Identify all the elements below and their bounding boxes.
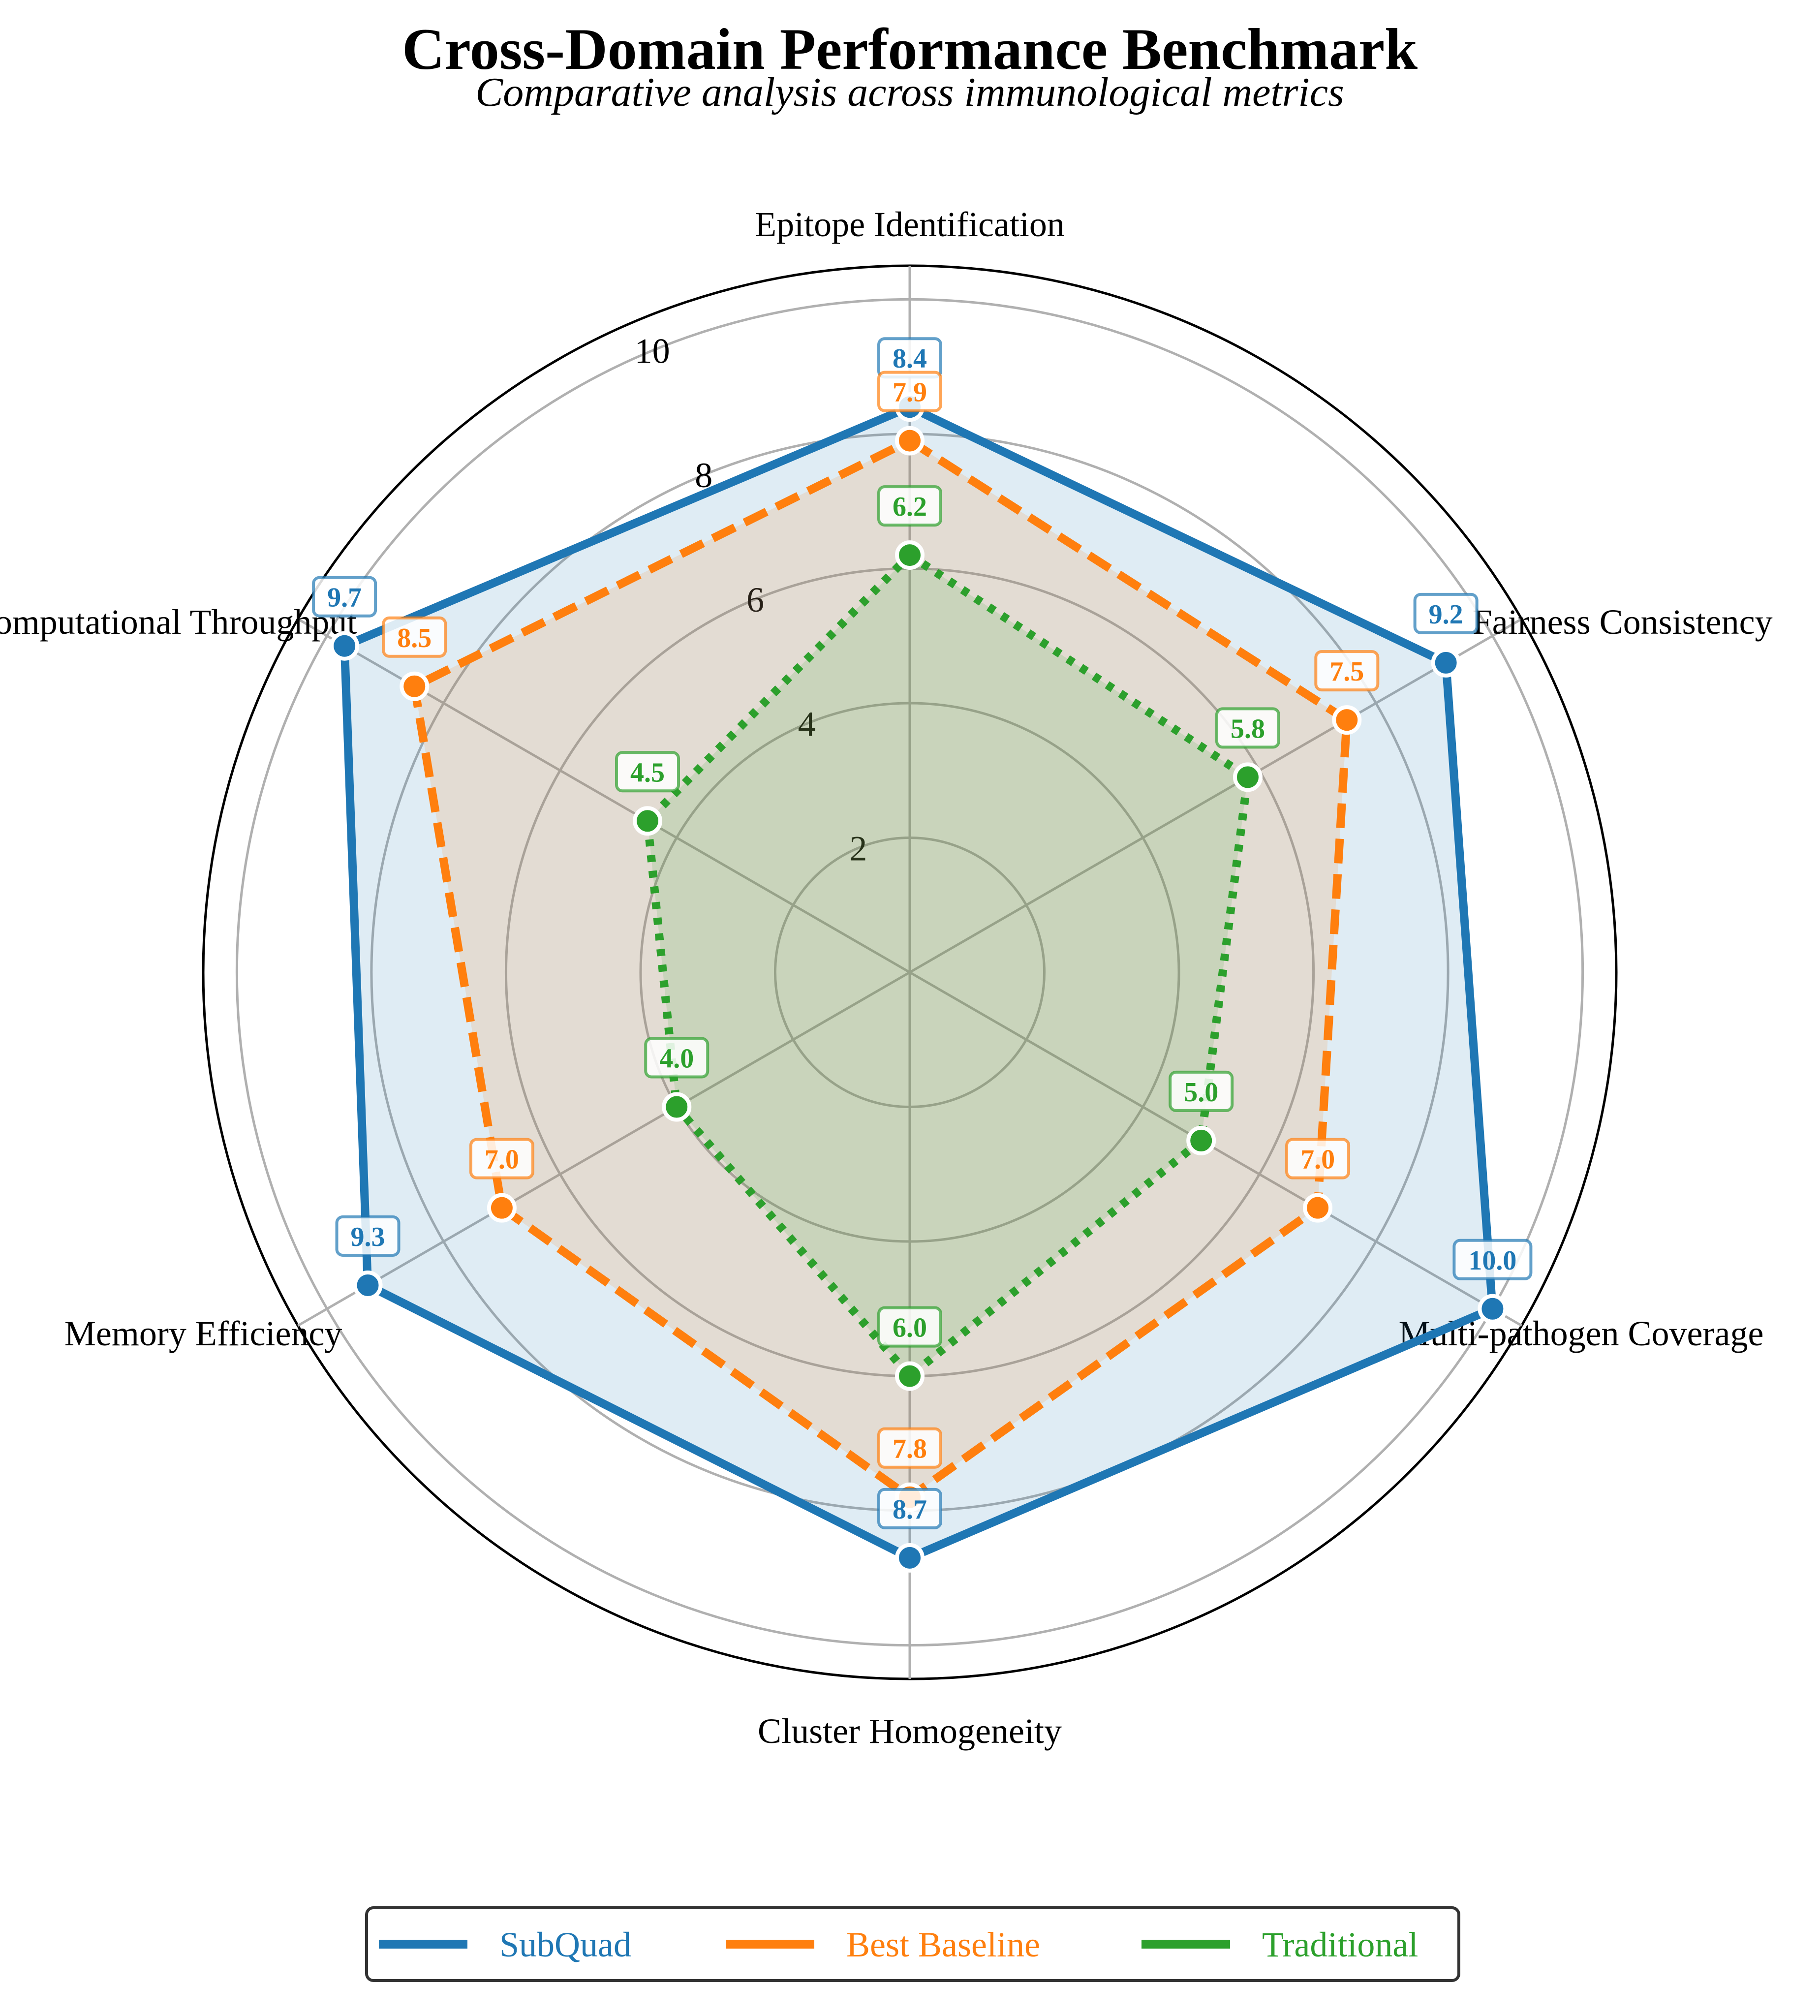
value-label: 7.0 (1285, 1138, 1351, 1179)
value-label: 6.0 (877, 1306, 942, 1348)
value-label: 8.4 (877, 337, 942, 379)
chart-subtitle: Comparative analysis across immunologica… (475, 69, 1344, 115)
value-label: 10.0 (1452, 1239, 1533, 1280)
series-marker (1332, 705, 1362, 735)
svg-text:7.0: 7.0 (485, 1145, 519, 1175)
value-label: 9.3 (335, 1215, 401, 1257)
series-marker (1233, 762, 1263, 792)
svg-text:9.3: 9.3 (351, 1222, 385, 1252)
series-marker (895, 1543, 925, 1573)
svg-text:7.9: 7.9 (893, 377, 927, 408)
series-marker (353, 1270, 383, 1300)
value-labels: 8.4 9.2 10.0 8.7 9.3 9.7 7.9 7.5 7.0 7.8 7.0 8.5 6.2… (312, 337, 1533, 1529)
series-marker (1478, 1294, 1508, 1324)
value-label: 9.7 (312, 576, 377, 618)
series-marker (895, 426, 925, 456)
legend-label: Traditional (1262, 1925, 1418, 1964)
series-marker (1186, 1125, 1216, 1155)
svg-text:9.2: 9.2 (1429, 599, 1463, 630)
value-label: 7.5 (1314, 650, 1380, 692)
value-label: 7.8 (877, 1427, 942, 1469)
svg-text:7.5: 7.5 (1329, 656, 1364, 687)
category-label: Computational Throughput (0, 602, 357, 642)
grid-spoke (297, 618, 911, 974)
series-area (344, 407, 1493, 1558)
value-label: 6.2 (877, 485, 942, 527)
svg-text:5.0: 5.0 (1184, 1077, 1218, 1108)
svg-text:6.2: 6.2 (893, 492, 927, 522)
svg-text:8.5: 8.5 (397, 623, 432, 653)
category-label: Cluster Homogeneity (758, 1711, 1062, 1751)
value-label: 5.8 (1215, 707, 1280, 749)
series-marker (895, 1361, 925, 1391)
series-area (648, 555, 1248, 1376)
value-label: 8.7 (877, 1488, 942, 1529)
series-layer (330, 392, 1508, 1573)
series-area (414, 440, 1347, 1497)
legend-label: SubQuad (499, 1925, 631, 1964)
legend: SubQuad Best Baseline Traditional (365, 1906, 1460, 1982)
category-label: Memory Efficiency (64, 1314, 342, 1353)
series-marker (633, 806, 663, 836)
svg-text:9.7: 9.7 (327, 583, 362, 613)
series-marker (1431, 648, 1461, 678)
category-label: Epitope Identification (755, 205, 1065, 244)
legend-label: Best Baseline (846, 1925, 1040, 1964)
svg-text:10.0: 10.0 (1468, 1245, 1516, 1276)
category-label: Fairness Consistency (1473, 602, 1773, 642)
grid-spoke (909, 971, 1522, 1327)
value-label: 5.0 (1169, 1070, 1234, 1112)
radial-tick-label: 10 (635, 331, 670, 371)
svg-text:4.5: 4.5 (630, 757, 665, 788)
svg-text:8.4: 8.4 (893, 343, 927, 374)
value-label: 4.5 (615, 751, 680, 793)
series-marker (895, 540, 925, 570)
svg-text:7.0: 7.0 (1300, 1145, 1335, 1175)
value-label: 4.0 (644, 1037, 709, 1079)
radial-tick-label: 6 (746, 580, 764, 620)
value-label: 8.5 (382, 616, 447, 658)
svg-text:8.7: 8.7 (893, 1494, 927, 1525)
series-marker (400, 671, 430, 701)
radial-tick-label: 4 (798, 705, 816, 744)
grid-spoke (297, 971, 911, 1327)
series-marker (330, 631, 360, 661)
series-marker (487, 1193, 517, 1223)
radial-tick-label: 2 (849, 829, 867, 868)
value-label: 7.9 (877, 371, 942, 412)
value-label: 9.2 (1413, 592, 1479, 634)
series-marker (662, 1092, 692, 1122)
svg-text:5.8: 5.8 (1231, 713, 1265, 744)
svg-text:6.0: 6.0 (893, 1313, 927, 1343)
grid-spoke (909, 618, 1522, 974)
chart-title: Cross-Domain Performance Benchmark (402, 16, 1418, 82)
legend-box (365, 1906, 1460, 1982)
svg-text:7.8: 7.8 (893, 1434, 927, 1464)
svg-text:4.0: 4.0 (659, 1044, 694, 1074)
value-label: 7.0 (469, 1138, 534, 1179)
series-marker (1303, 1193, 1333, 1223)
